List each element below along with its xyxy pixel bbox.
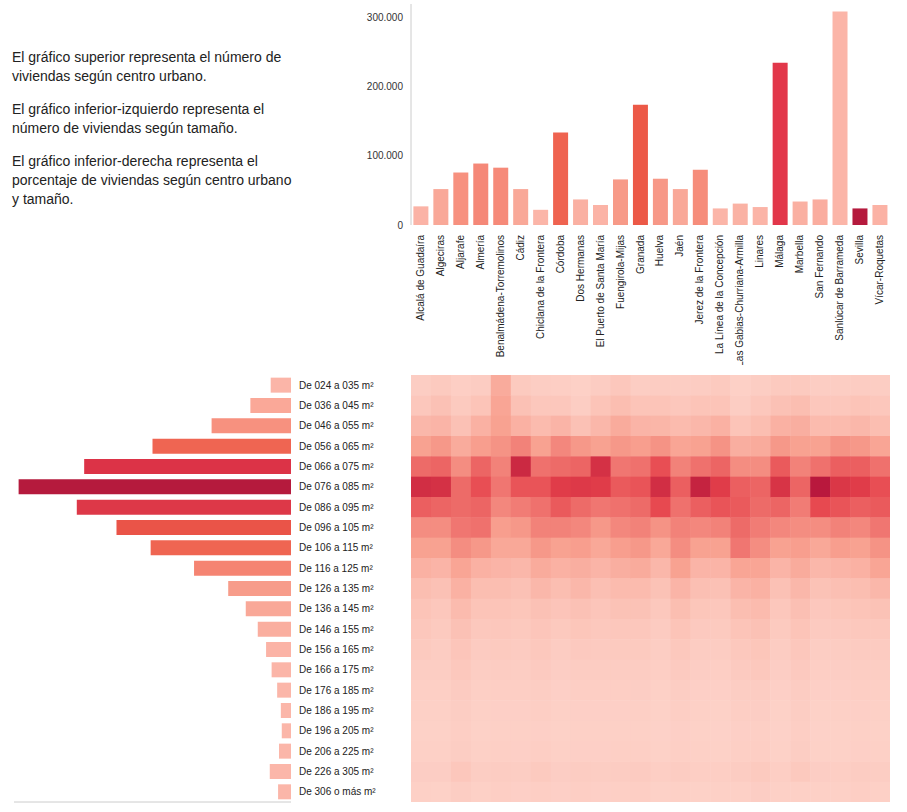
svg-text:Sanlúcar de Barrameda: Sanlúcar de Barrameda: [834, 235, 845, 341]
svg-text:Málaga: Málaga: [774, 235, 785, 268]
svg-text:De 126 a 135 m²: De 126 a 135 m²: [299, 583, 374, 594]
svg-text:De 196 a 205 m²: De 196 a 205 m²: [299, 725, 374, 736]
svg-text:Granada: Granada: [635, 235, 646, 274]
svg-text:Benalmádena-Torremolinos: Benalmádena-Torremolinos: [495, 235, 506, 357]
svg-text:San Fernando: San Fernando: [814, 235, 825, 299]
svg-text:Alcalá de Guadaíra: Alcalá de Guadaíra: [415, 235, 426, 321]
svg-text:La Línea de la Concepción: La Línea de la Concepción: [714, 235, 725, 354]
svg-text:De 046 a 055 m²: De 046 a 055 m²: [299, 420, 374, 431]
svg-text:Jerez de la Frontera: Jerez de la Frontera: [694, 235, 705, 325]
svg-text:Linares: Linares: [754, 235, 765, 268]
svg-text:Huelva: Huelva: [654, 235, 665, 267]
svg-text:Almería: Almería: [475, 235, 486, 270]
svg-text:300.000: 300.000: [367, 12, 404, 23]
svg-text:Córdoba: Córdoba: [555, 235, 566, 274]
svg-text:Dos Hermanas: Dos Hermanas: [575, 235, 586, 302]
svg-text:De 156 a 165 m²: De 156 a 165 m²: [299, 644, 374, 655]
svg-text:De 076 a 085 m²: De 076 a 085 m²: [299, 481, 374, 492]
svg-text:De 056 a 065 m²: De 056 a 065 m²: [299, 441, 374, 452]
svg-text:200.000: 200.000: [367, 81, 404, 92]
svg-text:Marbella: Marbella: [794, 235, 805, 274]
svg-text:De 136 a 145 m²: De 136 a 145 m²: [299, 603, 374, 614]
svg-text:Fuengirola-Mijas: Fuengirola-Mijas: [615, 235, 626, 309]
svg-text:De 176 a 185 m²: De 176 a 185 m²: [299, 685, 374, 696]
svg-text:El Puerto de Santa María: El Puerto de Santa María: [595, 235, 606, 348]
svg-text:De 166 a 175 m²: De 166 a 175 m²: [299, 664, 374, 675]
svg-text:De 206 a 225 m²: De 206 a 225 m²: [299, 746, 374, 757]
svg-text:De 096 a 105 m²: De 096 a 105 m²: [299, 522, 374, 533]
svg-text:De 226 a 305 m²: De 226 a 305 m²: [299, 766, 374, 777]
svg-text:De 086 a 095 m²: De 086 a 095 m²: [299, 502, 374, 513]
svg-text:Jaén: Jaén: [674, 235, 685, 257]
svg-text:De 116 a 125 m²: De 116 a 125 m²: [299, 563, 373, 574]
svg-text:De 106 a 115 m²: De 106 a 115 m²: [299, 542, 373, 553]
svg-text:Aljarafe: Aljarafe: [455, 235, 466, 269]
svg-text:De 146 a 155 m²: De 146 a 155 m²: [299, 624, 374, 635]
svg-text:Las Gabias-Churriana-Armilla: Las Gabias-Churriana-Armilla: [734, 235, 745, 365]
svg-text:De 306 o más m²: De 306 o más m²: [299, 786, 376, 797]
html-text:El gráfico inferior-izquierdo: El gráfico inferior-izquierdo representa…: [12, 101, 265, 136]
svg-text:Sevilla: Sevilla: [854, 235, 865, 265]
svg-text:Cádiz: Cádiz: [515, 235, 526, 261]
svg-text:Algeciras: Algeciras: [435, 235, 446, 276]
svg-text:De 024 a 035 m²: De 024 a 035 m²: [299, 380, 374, 391]
svg-text:De 066 a 075 m²: De 066 a 075 m²: [299, 461, 374, 472]
svg-text:Chiclana de la Frontera: Chiclana de la Frontera: [535, 235, 546, 339]
svg-text:Vícar-Roquetas: Vícar-Roquetas: [874, 235, 885, 304]
html-text:El gráfico inferior-derecha re: El gráfico inferior-derecha representa e…: [12, 153, 292, 207]
svg-text:0: 0: [397, 220, 403, 231]
svg-text:100.000: 100.000: [367, 150, 404, 161]
html-text:El gráfico superior representa: El gráfico superior representa el número…: [12, 49, 282, 84]
svg-text:De 186 a 195 m²: De 186 a 195 m²: [299, 705, 374, 716]
svg-text:De 036 a 045 m²: De 036 a 045 m²: [299, 400, 374, 411]
